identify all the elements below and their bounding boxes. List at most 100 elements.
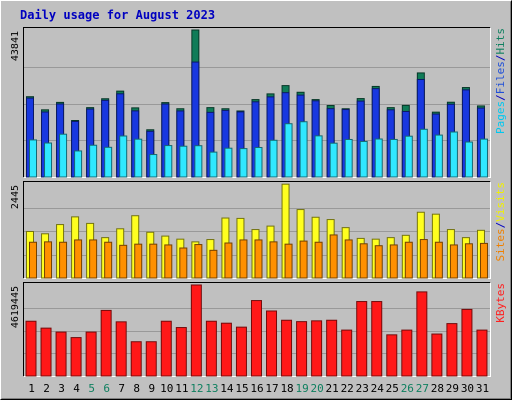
bar-kbytes-day-17 (266, 310, 278, 377)
bar-kbytes-day-23 (356, 301, 368, 377)
bar-kbytes-day-12 (190, 284, 202, 377)
bar-kbytes-day-25 (386, 334, 398, 377)
bar-pages-day-19 (299, 121, 308, 178)
bar-kbytes-day-10 (160, 320, 172, 377)
bar-kbytes-day-14 (220, 322, 232, 377)
bar-sites-day-15 (239, 239, 248, 279)
panel-top-max-label: 43841 (10, 31, 21, 61)
bar-sites-day-24 (374, 245, 383, 279)
x-tick-label-9: 9 (148, 382, 155, 395)
bar-pages-day-25 (389, 138, 398, 178)
panel-middle-border-dark (23, 181, 491, 279)
bar-sites-day-20 (314, 241, 323, 279)
bar-kbytes-day-27 (416, 291, 428, 377)
panel-top-border-dark (23, 27, 491, 178)
x-tick-label-12: 12 (190, 382, 203, 395)
panel-bottom: 4619445 KBytes (10, 282, 507, 377)
bar-pages-day-24 (374, 138, 383, 178)
bar-sites-day-10 (164, 244, 173, 279)
x-tick-label-29: 29 (446, 382, 459, 395)
x-tick-label-2: 2 (43, 382, 50, 395)
x-axis-tick-labels: 1 2 3 4 5 6 7 8 9 10 11 12 13 14 15 16 17 18 19 20 21 22 23 24 2… (28, 382, 489, 395)
bar-sites-day-4 (74, 239, 83, 279)
bar-kbytes-day-24 (371, 301, 383, 377)
bar-pages-day-13 (209, 151, 218, 178)
bar-pages-day-11 (179, 145, 188, 178)
bar-sites-day-23 (359, 243, 368, 279)
panel-middle-legend: Sites/Visits (494, 182, 507, 262)
bar-sites-day-18 (284, 243, 293, 279)
bar-sites-day-7 (119, 244, 128, 279)
bar-kbytes-day-21 (326, 319, 338, 377)
bar-kbytes-day-8 (130, 341, 142, 377)
bar-pages-day-20 (314, 135, 323, 178)
bar-sites-day-11 (179, 247, 188, 279)
x-tick-label-3: 3 (58, 382, 65, 395)
bar-sites-day-28 (434, 241, 443, 279)
bar-kbytes-day-26 (401, 329, 413, 377)
bar-sites-day-22 (344, 239, 353, 279)
x-tick-label-5: 5 (88, 382, 95, 395)
x-tick-label-17: 17 (265, 382, 278, 395)
bar-pages-day-10 (164, 145, 173, 178)
x-tick-label-31: 31 (476, 382, 489, 395)
bar-kbytes-day-11 (175, 327, 187, 377)
bar-kbytes-day-16 (250, 300, 262, 377)
bar-sites-day-21 (329, 234, 338, 279)
bar-pages-day-9 (149, 154, 158, 178)
panel-middle-legend-0: Sites (494, 228, 507, 261)
x-tick-label-6: 6 (103, 382, 110, 395)
bar-pages-day-30 (464, 141, 473, 178)
panel-top: 43841 Pages/Files/Hits (10, 27, 507, 178)
chart-title: Daily usage for August 2023 (20, 8, 215, 22)
bar-kbytes-day-3 (55, 331, 67, 377)
bar-kbytes-day-9 (145, 341, 157, 377)
x-tick-label-27: 27 (416, 382, 429, 395)
bar-kbytes-day-4 (70, 337, 82, 377)
panel-middle-legend-2: Visits (494, 182, 507, 222)
bar-kbytes-day-19 (296, 321, 308, 377)
x-tick-label-25: 25 (386, 382, 399, 395)
bar-pages-day-21 (329, 142, 338, 178)
x-tick-label-30: 30 (461, 382, 474, 395)
panel-top-legend: Pages/Files/Hits (494, 28, 507, 134)
bar-sites-day-1 (29, 241, 37, 279)
bar-kbytes-day-15 (235, 326, 247, 377)
x-tick-label-26: 26 (401, 382, 414, 395)
panel-bottom-legend-0: KBytes (494, 283, 507, 323)
bar-pages-day-4 (74, 150, 83, 178)
bar-sites-day-27 (419, 239, 428, 279)
panel-top-legend-1: / (494, 94, 507, 101)
x-tick-label-24: 24 (371, 382, 385, 395)
bar-kbytes-day-18 (281, 319, 293, 377)
bar-pages-day-6 (104, 146, 113, 178)
bar-pages-day-2 (44, 142, 53, 178)
bar-sites-day-29 (449, 244, 458, 279)
chart-panels: 43841 Pages/Files/Hits 2445Sites/Visits461… (10, 27, 507, 377)
bar-sites-day-30 (464, 243, 473, 279)
bar-sites-day-6 (104, 241, 113, 279)
bar-kbytes-day-6 (100, 309, 112, 377)
x-tick-label-21: 21 (326, 382, 339, 395)
bar-sites-day-19 (299, 240, 308, 279)
x-tick-label-18: 18 (280, 382, 293, 395)
bar-pages-day-26 (404, 135, 413, 178)
x-tick-label-19: 19 (295, 382, 308, 395)
outer-bevel-mid (1, 1, 511, 399)
x-tick-label-11: 11 (175, 382, 188, 395)
bar-pages-day-14 (224, 147, 233, 178)
bar-sites-day-26 (404, 241, 413, 279)
bar-pages-day-29 (449, 131, 458, 178)
bar-kbytes-day-1 (25, 320, 37, 377)
x-tick-label-14: 14 (220, 382, 234, 395)
panel-middle: 2445 Sites/Visits (10, 181, 507, 279)
x-tick-label-20: 20 (311, 382, 324, 395)
bar-pages-day-8 (134, 138, 143, 178)
bar-sites-day-14 (224, 242, 233, 279)
panel-top-legend-0: Pages (494, 101, 507, 134)
x-tick-label-28: 28 (431, 382, 444, 395)
x-tick-label-8: 8 (133, 382, 140, 395)
bar-pages-day-18 (284, 123, 293, 178)
